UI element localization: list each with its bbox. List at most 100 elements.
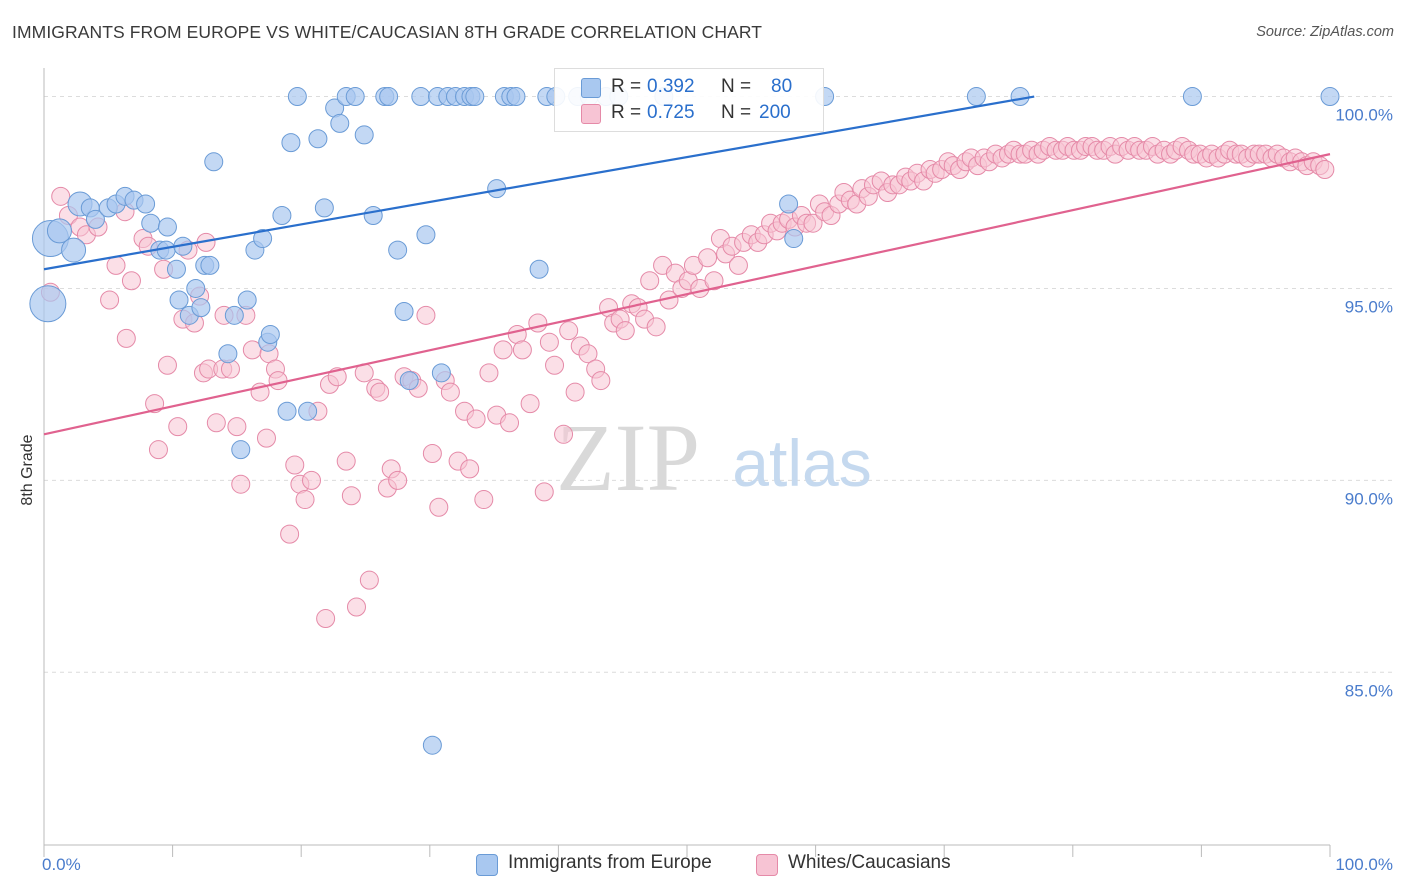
x-tick-label-max: 100.0% xyxy=(1335,855,1393,874)
legend-swatch-blue xyxy=(581,78,601,98)
pink-data-point xyxy=(479,363,499,383)
blue-data-point xyxy=(394,301,414,321)
chart-title: IMMIGRANTS FROM EUROPE VS WHITE/CAUCASIA… xyxy=(12,22,763,42)
blue-data-point xyxy=(277,401,297,421)
bottom-legend-swatch-blue xyxy=(476,854,498,876)
blue-data-point xyxy=(388,240,408,260)
bottom-legend-swatch-pink xyxy=(756,854,778,876)
chart-source: Source: ZipAtlas.com xyxy=(1256,24,1394,40)
pink-data-point xyxy=(116,328,136,348)
pink-data-point xyxy=(268,371,288,391)
pink-trend-line xyxy=(43,153,1331,436)
blue-data-point xyxy=(141,213,161,233)
pink-data-point xyxy=(1315,159,1335,179)
trend-lines xyxy=(43,95,1331,436)
legend-r-value: 0.725 xyxy=(647,102,695,123)
series-whites-caucasians xyxy=(40,136,1335,629)
pink-data-point xyxy=(646,317,666,337)
pink-data-point xyxy=(359,570,379,590)
y-axis-label: 8th Grade xyxy=(19,434,36,506)
pink-data-point xyxy=(280,524,300,544)
pink-data-point xyxy=(388,470,408,490)
blue-data-point xyxy=(237,290,257,310)
watermark: ZIP atlas xyxy=(556,404,872,511)
blue-data-point xyxy=(399,371,419,391)
pink-data-point xyxy=(803,213,823,233)
blue-data-point xyxy=(298,401,318,421)
pink-data-point xyxy=(168,417,188,437)
pink-data-point xyxy=(698,248,718,268)
legend-swatch-pink xyxy=(581,104,601,124)
y-tick-label: 90.0% xyxy=(1345,489,1393,508)
pink-data-point xyxy=(466,409,486,429)
pink-data-point xyxy=(728,255,748,275)
pink-data-point xyxy=(121,271,141,291)
x-tick-label-min: 0.0% xyxy=(42,855,81,874)
blue-data-point xyxy=(416,225,436,245)
pink-data-point xyxy=(565,382,585,402)
blue-data-point xyxy=(363,206,383,226)
blue-data-point xyxy=(379,87,399,107)
blue-data-point xyxy=(966,87,986,107)
watermark-atlas: atlas xyxy=(732,426,871,500)
blue-data-point xyxy=(465,87,485,107)
pink-data-point xyxy=(148,440,168,460)
blue-data-point xyxy=(287,87,307,107)
blue-data-point xyxy=(253,229,273,249)
blue-data-point xyxy=(200,255,220,275)
legend-r-label: R = xyxy=(611,76,642,97)
pink-data-point xyxy=(440,382,460,402)
blue-data-point xyxy=(411,87,431,107)
pink-data-point xyxy=(554,424,574,444)
blue-data-point xyxy=(46,218,72,244)
blue-data-point xyxy=(224,305,244,325)
pink-data-point xyxy=(295,490,315,510)
pink-data-point xyxy=(346,597,366,617)
blue-data-point xyxy=(231,440,251,460)
grid-lines xyxy=(44,96,1394,673)
pink-data-point xyxy=(341,486,361,506)
pink-data-point xyxy=(591,371,611,391)
bottom-legend-label-blue: Immigrants from Europe xyxy=(508,852,712,873)
pink-data-point xyxy=(227,417,247,437)
y-tick-label: 95.0% xyxy=(1345,297,1393,316)
axes xyxy=(43,68,1331,857)
blue-data-point xyxy=(308,129,328,149)
blue-data-point xyxy=(314,198,334,218)
pink-data-point xyxy=(460,459,480,479)
blue-data-point xyxy=(204,152,224,172)
pink-data-point xyxy=(474,490,494,510)
legend-n-value: 200 xyxy=(759,102,791,123)
blue-data-point xyxy=(431,363,451,383)
legend-row-blue: R = 0.392 N = 80 xyxy=(555,75,823,101)
blue-data-point xyxy=(186,278,206,298)
blue-data-point xyxy=(157,217,177,237)
pink-data-point xyxy=(100,290,120,310)
pink-data-point xyxy=(615,321,635,341)
pink-data-point xyxy=(370,382,390,402)
legend-n-label: N = xyxy=(721,102,752,123)
blue-data-point xyxy=(272,206,292,226)
y-tick-label: 100.0% xyxy=(1335,106,1393,125)
pink-data-point xyxy=(51,186,71,206)
pink-data-point xyxy=(285,455,305,475)
blue-data-point xyxy=(529,259,549,279)
pink-data-point xyxy=(256,428,276,448)
pink-data-point xyxy=(545,355,565,375)
legend-r-label: R = xyxy=(611,102,642,123)
pink-data-point xyxy=(231,474,251,494)
y-tick-label: 85.0% xyxy=(1345,681,1393,700)
pink-data-point xyxy=(301,470,321,490)
blue-data-point xyxy=(169,290,189,310)
pink-data-point xyxy=(640,271,660,291)
blue-data-point xyxy=(1010,87,1030,107)
watermark-zip: ZIP xyxy=(556,404,700,511)
blue-data-point xyxy=(191,298,211,318)
pink-data-point xyxy=(106,255,126,275)
blue-data-point xyxy=(506,87,526,107)
pink-data-point xyxy=(416,305,436,325)
pink-data-point xyxy=(493,340,513,360)
blue-data-point xyxy=(260,325,280,345)
blue-data-point xyxy=(354,125,374,145)
